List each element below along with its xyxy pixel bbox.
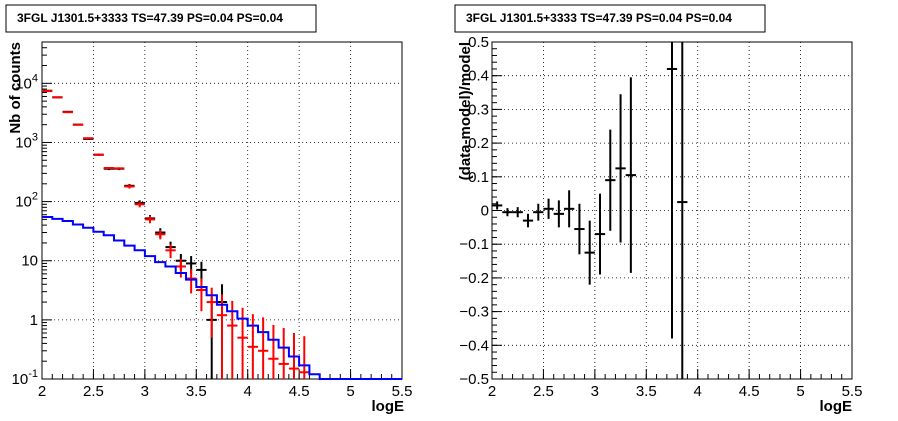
model-point [175,258,186,278]
data-point [615,94,626,243]
model-point [134,201,145,208]
x-tick-label: 2.5 [83,383,104,400]
data-point [553,200,564,228]
y-tick-exponent: 2 [32,191,38,203]
model-point [186,269,197,294]
x-tick-label: 4.5 [739,383,760,400]
y-tick-label: 10-1 [12,368,38,388]
residual-title: 3FGL J1301.5+3333 TS=47.39 PS=0.04 PS=0.… [466,11,732,25]
y-tick-label: −0.2 [459,270,489,287]
counts-title: 3FGL J1301.5+3333 TS=47.39 PS=0.04 PS=0.… [17,11,283,25]
y-tick-mantissa: 10 [12,371,29,388]
model-point [124,184,135,189]
y-tick-mantissa: 1 [30,312,38,329]
x-tick-label: 5.5 [842,383,863,400]
data-point [677,42,688,379]
y-tick-label: −0.1 [459,236,489,253]
data-point [196,261,207,282]
y-tick-mantissa: 10 [15,75,32,92]
x-tick-label: 3 [591,383,599,400]
residual-data [492,42,688,379]
residual-panel: 2 2.5 3 3.5 4 4.5 5 5.5 −0.5 −0.4 −0.3 −0.2 −0.1 0 0.1… [454,4,862,415]
residual-x-label: logE [820,398,853,415]
y-tick-exponent: 3 [32,131,38,143]
y-tick-label: −0.3 [459,304,489,321]
model-point [216,294,228,379]
y-tick-mantissa: 10 [21,253,38,270]
y-tick-label: 103 [15,131,38,151]
data-point [594,193,606,275]
counts-grid [42,42,402,379]
residual-axis-ticks: 2 2.5 3 3.5 4 4.5 5 5.5 −0.5 −0.4 −0.3 −0.2 −0.1 0 0.1… [459,34,862,400]
x-tick-label: 3.5 [636,383,657,400]
y-tick-label: 0.4 [468,68,489,85]
y-tick-label: 0 [481,203,489,220]
x-tick-label: 5 [346,383,354,400]
y-tick-label: 0.1 [468,169,489,186]
y-tick-label: 102 [15,191,38,211]
x-tick-label: 4.5 [289,383,310,400]
data-point [625,77,636,273]
data-point [584,220,595,285]
x-tick-label: 5.5 [392,383,413,400]
y-tick-label: 0.3 [468,101,489,118]
y-tick-label: 1 [30,312,38,329]
residual-title-box [454,4,766,33]
model-point [299,336,310,379]
y-tick-label: 10 [21,253,38,270]
x-tick-label: 2.5 [533,383,554,400]
y-tick-exponent: -1 [28,368,38,380]
y-tick-label: −0.5 [459,371,489,388]
data-point [605,129,616,231]
y-tick-label: −0.4 [459,337,489,354]
data-point [512,207,523,218]
model-point [268,324,279,379]
counts-y-label: Nb of counts [7,42,24,134]
y-tick-exponent: 4 [32,72,38,84]
y-tick-mantissa: 10 [15,194,32,211]
counts-title-box [5,4,317,33]
data-point [522,213,534,228]
y-tick-label: 104 [15,72,38,92]
model-point [165,244,176,259]
data-point [492,201,503,210]
model-step-line [42,216,402,380]
data-point [666,42,678,339]
residual-y-label: (data-model)/model [457,42,474,180]
model-point [155,230,166,240]
model-point [227,300,238,379]
model-point [258,317,269,379]
model-point [237,307,248,379]
y-tick-mantissa: 10 [15,134,32,151]
x-tick-label: 2 [38,383,46,400]
data-point [533,203,544,221]
data-point [574,203,585,255]
counts-x-label: logE [372,398,405,415]
x-tick-label: 2 [488,383,496,400]
model-point [144,216,156,224]
x-tick-label: 3.5 [186,383,207,400]
model-point [278,327,289,379]
counts-data [42,89,402,380]
model-point [196,278,207,312]
data-point [502,208,513,217]
x-tick-label: 5 [796,383,804,400]
x-tick-label: 4 [694,383,702,400]
x-tick-label: 4 [244,383,252,400]
y-tick-label: 0.2 [468,135,489,152]
data-point [564,190,575,228]
y-tick-label: 0.5 [468,34,489,51]
data-point [543,198,554,219]
x-tick-label: 3 [141,383,149,400]
